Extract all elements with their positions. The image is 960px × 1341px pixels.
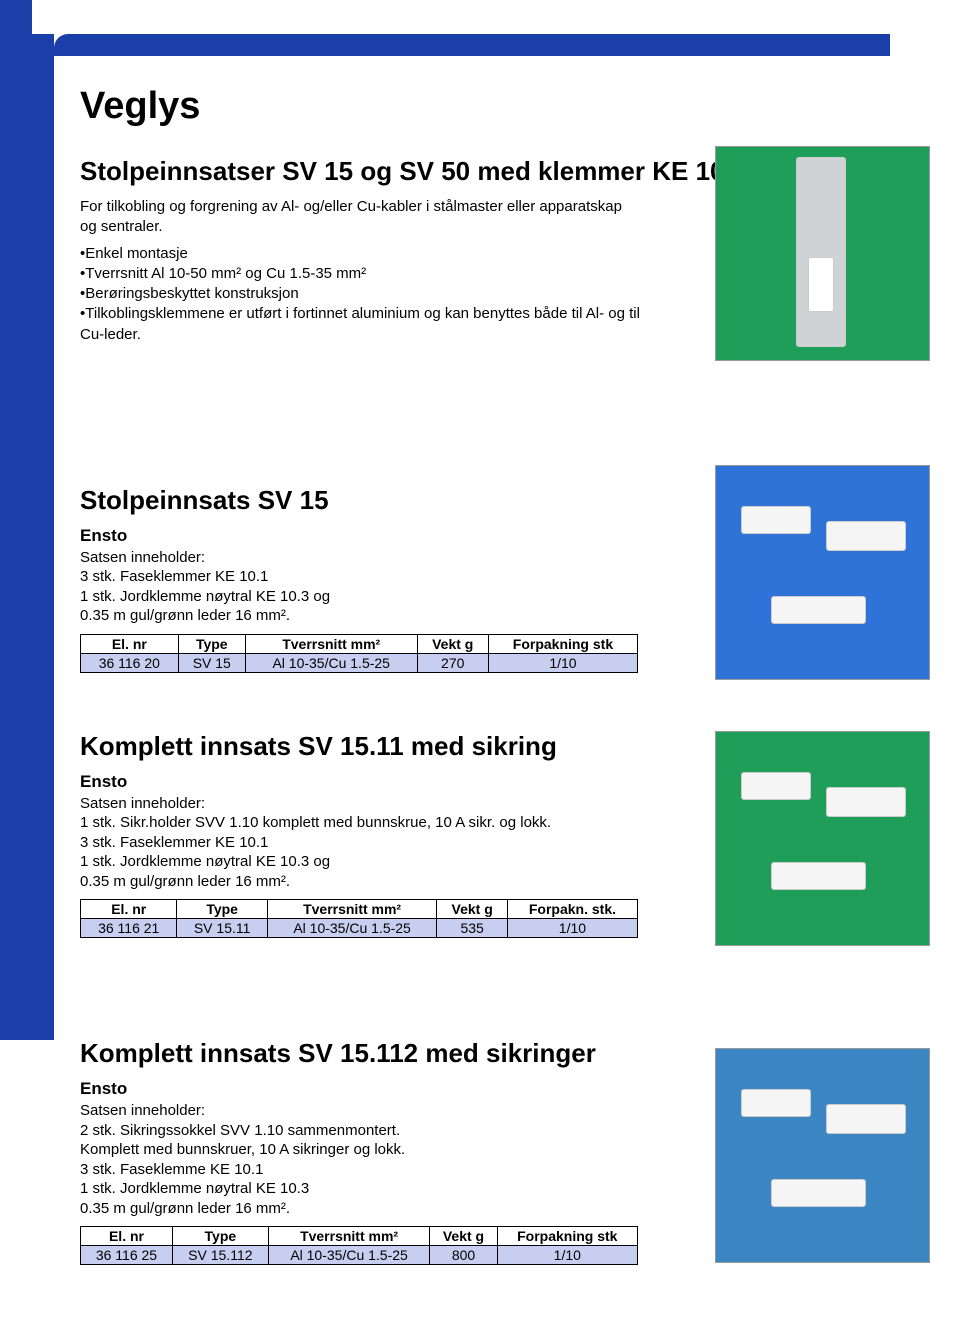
product-image xyxy=(715,1048,930,1263)
table-cell: 1/10 xyxy=(488,653,637,672)
table-header-cell: Vekt g xyxy=(430,1227,497,1246)
table-row: 36 116 21SV 15.11Al 10-35/Cu 1.5-255351/… xyxy=(81,919,638,938)
table-cell: Al 10-35/Cu 1.5-25 xyxy=(245,653,417,672)
product-table: El. nrTypeTverrsnitt mm²Vekt gForpakn. s… xyxy=(80,899,638,938)
table-cell: Al 10-35/Cu 1.5-25 xyxy=(268,1246,430,1265)
table-cell: 36 116 20 xyxy=(81,653,179,672)
top-bar xyxy=(54,34,890,56)
rail-notch xyxy=(32,0,54,34)
table-cell: 270 xyxy=(417,653,488,672)
table-cell: SV 15 xyxy=(178,653,245,672)
bullet: •Enkel montasje xyxy=(80,244,640,264)
bullet: •Tilkoblingsklemmene er utført i fortinn… xyxy=(80,304,640,345)
table-header-row: El. nrTypeTverrsnitt mm²Vekt gForpakn. s… xyxy=(81,900,638,919)
table-cell: 800 xyxy=(430,1246,497,1265)
product-image xyxy=(715,465,930,680)
table-header-cell: El. nr xyxy=(81,1227,173,1246)
table-header-cell: Tverrsnitt mm² xyxy=(245,634,417,653)
intro-section: Stolpeinnsatser SV 15 og SV 50 med klemm… xyxy=(80,156,900,345)
product-table: El. nrTypeTverrsnitt mm²Vekt gForpakning… xyxy=(80,1226,638,1265)
table-header-cell: Forpakning stk xyxy=(488,634,637,653)
table-header-cell: Forpakning stk xyxy=(497,1227,637,1246)
bullet: •Tverrsnitt Al 10-50 mm² og Cu 1.5-35 mm… xyxy=(80,264,640,284)
table-header-cell: El. nr xyxy=(81,634,179,653)
sections-container: Stolpeinnsats SV 15EnstoSatsen inneholde… xyxy=(80,485,900,1266)
table-row: 36 116 20SV 15Al 10-35/Cu 1.5-252701/10 xyxy=(81,653,638,672)
bullet: •Berøringsbeskyttet konstruksjon xyxy=(80,284,640,304)
table-header-cell: El. nr xyxy=(81,900,177,919)
table-header-row: El. nrTypeTverrsnitt mm²Vekt gForpakning… xyxy=(81,1227,638,1246)
intro-image xyxy=(715,146,930,361)
table-cell: 1/10 xyxy=(497,1246,637,1265)
left-rail xyxy=(0,0,54,1040)
table-cell: SV 15.112 xyxy=(172,1246,268,1265)
product-section: Komplett innsats SV 15.11 med sikringEns… xyxy=(80,731,900,939)
table-cell: Al 10-35/Cu 1.5-25 xyxy=(267,919,437,938)
table-header-cell: Forpakn. stk. xyxy=(507,900,637,919)
product-image xyxy=(715,731,930,946)
table-header-row: El. nrTypeTverrsnitt mm²Vekt gForpakning… xyxy=(81,634,638,653)
table-cell: 36 116 21 xyxy=(81,919,177,938)
table-header-cell: Type xyxy=(177,900,267,919)
page-title: Veglys xyxy=(80,85,900,128)
product-section: Stolpeinnsats SV 15EnstoSatsen inneholde… xyxy=(80,485,900,673)
table-cell: SV 15.11 xyxy=(177,919,267,938)
intro-text: For tilkobling og forgrening av Al- og/e… xyxy=(80,197,640,238)
table-header-cell: Tverrsnitt mm² xyxy=(267,900,437,919)
table-header-cell: Vekt g xyxy=(437,900,507,919)
product-table: El. nrTypeTverrsnitt mm²Vekt gForpakning… xyxy=(80,634,638,673)
table-header-cell: Type xyxy=(172,1227,268,1246)
table-header-cell: Vekt g xyxy=(417,634,488,653)
table-row: 36 116 25SV 15.112Al 10-35/Cu 1.5-258001… xyxy=(81,1246,638,1265)
table-cell: 36 116 25 xyxy=(81,1246,173,1265)
table-header-cell: Tverrsnitt mm² xyxy=(268,1227,430,1246)
table-cell: 535 xyxy=(437,919,507,938)
content: Veglys Stolpeinnsatser SV 15 og SV 50 me… xyxy=(80,85,900,1265)
table-cell: 1/10 xyxy=(507,919,637,938)
table-header-cell: Type xyxy=(178,634,245,653)
page: Veglys Stolpeinnsatser SV 15 og SV 50 me… xyxy=(0,0,960,1341)
intro-bullets: •Enkel montasje •Tverrsnitt Al 10-50 mm²… xyxy=(80,244,640,345)
product-section: Komplett innsats SV 15.112 med sikringer… xyxy=(80,1038,900,1265)
